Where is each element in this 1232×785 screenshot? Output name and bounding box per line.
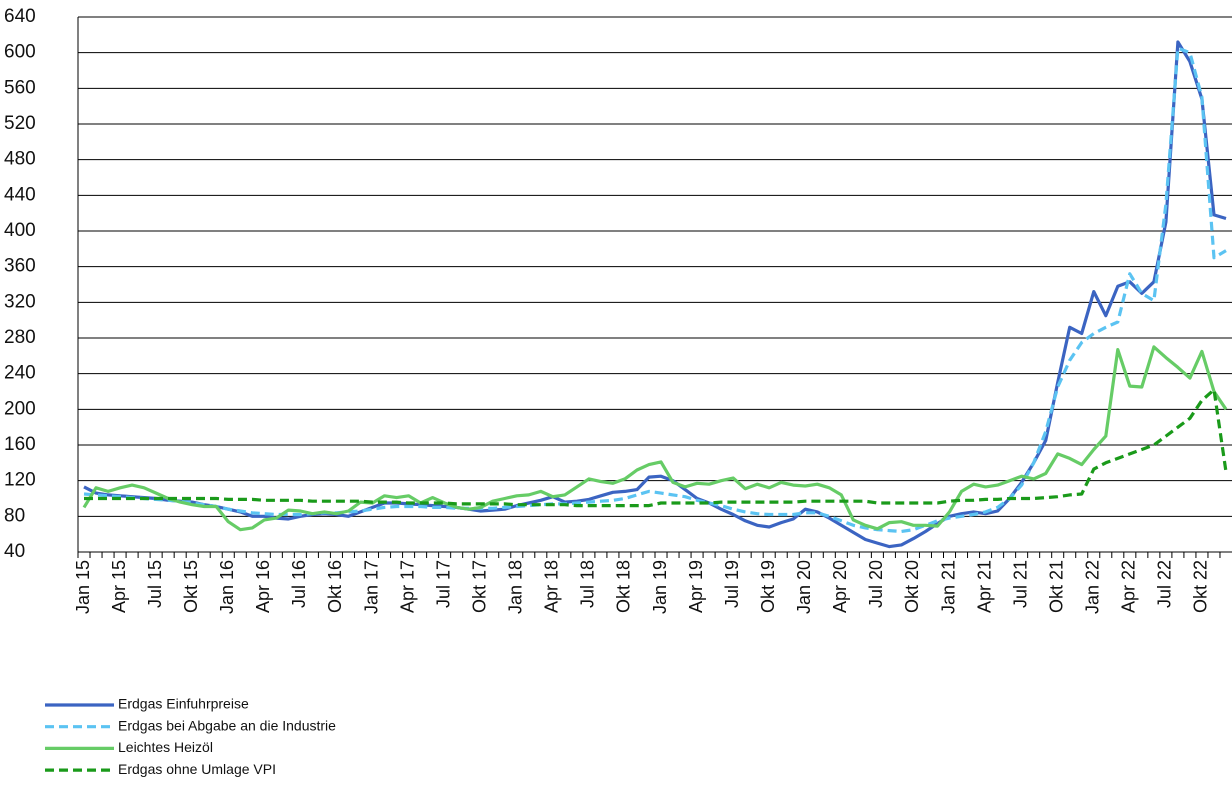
x-tick-label: Jan 22 [1083, 560, 1103, 614]
y-tick-label: 200 [4, 398, 36, 419]
x-tick-label: Jul 18 [578, 560, 598, 608]
series-line [82, 345, 1228, 532]
x-tick-label: Apr 20 [830, 560, 850, 613]
x-tick-label: Apr 18 [542, 560, 562, 613]
y-tick-label: 640 [4, 6, 36, 27]
legend-label: Erdgas bei Abgabe an die Industrie [118, 717, 336, 733]
x-tick-label: Okt 20 [902, 560, 922, 613]
x-tick-label: Okt 19 [758, 560, 778, 613]
y-tick-label: 560 [4, 77, 36, 98]
x-tick-label: Apr 22 [1119, 560, 1139, 613]
x-tick-label: Apr 21 [974, 560, 994, 613]
x-tick-label: Jan 18 [506, 560, 526, 614]
series-line [83, 40, 1227, 549]
y-tick-label: 120 [4, 470, 36, 491]
x-tick-label: Jul 15 [145, 560, 165, 608]
y-tick-label: 160 [4, 434, 36, 455]
x-tick-label: Jan 20 [794, 560, 814, 614]
y-tick-label: 240 [4, 363, 36, 384]
x-tick-label: Apr 17 [397, 560, 417, 613]
y-tick-label: 280 [4, 327, 36, 348]
y-tick-label: 80 [4, 505, 25, 526]
x-tick-label: Jul 16 [289, 560, 309, 608]
x-tick-label: Jul 22 [1155, 560, 1175, 608]
y-tick-label: 480 [4, 149, 36, 170]
x-tick-label: Apr 15 [109, 560, 129, 613]
x-tick-label: Jan 16 [217, 560, 237, 614]
x-tick-label: Jan 21 [938, 560, 958, 614]
y-tick-label: 40 [4, 541, 25, 562]
x-tick-label: Jul 17 [433, 560, 453, 608]
legend-label: Erdgas Einfuhrpreise [118, 696, 249, 712]
x-tick-label: Jul 20 [866, 560, 886, 608]
legend-label: Erdgas ohne Umlage VPI [118, 761, 276, 777]
x-tick-label: Okt 16 [325, 560, 345, 613]
x-tick-label: Okt 17 [469, 560, 489, 613]
x-tick-label: Okt 15 [181, 560, 201, 613]
x-tick-label: Okt 21 [1046, 560, 1066, 613]
series-line [83, 46, 1227, 534]
x-tick-label: Okt 22 [1191, 560, 1211, 613]
x-tick-label: Jul 19 [722, 560, 742, 608]
y-tick-label: 400 [4, 220, 36, 241]
x-tick-label: Jan 19 [650, 560, 670, 614]
legend-label: Leichtes Heizöl [118, 739, 213, 755]
x-tick-label: Jan 15 [73, 560, 93, 614]
x-tick-label: Jan 17 [361, 560, 381, 614]
y-tick-label: 360 [4, 256, 36, 277]
x-tick-label: Apr 19 [686, 560, 706, 613]
x-tick-label: Okt 18 [614, 560, 634, 613]
series-line [84, 388, 1228, 508]
y-tick-label: 320 [4, 291, 36, 312]
x-tick-label: Jul 21 [1010, 560, 1030, 608]
y-tick-label: 440 [4, 184, 36, 205]
x-tick-label: Apr 16 [253, 560, 273, 613]
y-tick-label: 520 [4, 113, 36, 134]
y-tick-label: 600 [4, 42, 36, 63]
